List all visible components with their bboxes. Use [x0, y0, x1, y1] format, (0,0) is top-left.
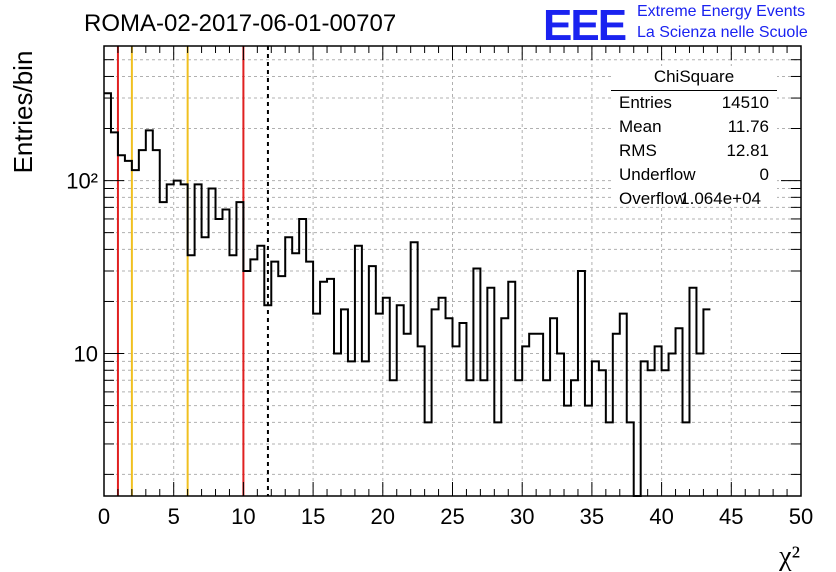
stat-row-overflow: Overflow 1.064e+04: [619, 189, 769, 213]
stats-divider: [611, 90, 777, 91]
logo-subtitle-line1: Extreme Energy Events: [637, 3, 806, 20]
y-tick-label: 10: [74, 342, 98, 367]
stat-label: Mean: [619, 117, 662, 136]
x-tick-label: 20: [371, 504, 395, 529]
eee-logo: EEE: [543, 1, 627, 50]
logo-subtitle-line2: La Scienza nelle Scuole: [637, 24, 808, 41]
y-axis-label: Entries/bin: [8, 51, 38, 174]
stat-label: RMS: [619, 141, 657, 160]
histogram-series: [104, 92, 711, 497]
y-tick-label: 10²: [66, 169, 98, 194]
stat-row-mean: Mean 11.76: [619, 117, 769, 141]
x-tick-label: 50: [789, 504, 813, 529]
stat-value: 12.81: [726, 141, 769, 160]
histogram-line: [104, 92, 711, 497]
stat-row-rms: RMS 12.81: [619, 141, 769, 165]
tick-labels: 0 5 10 15 20 25 30 35 40 45 50 10 10²: [66, 169, 813, 529]
x-tick-label: 35: [580, 504, 604, 529]
x-tick-label: 45: [719, 504, 743, 529]
stat-row-entries: Entries 14510: [619, 93, 769, 117]
stat-value: 1.064e+04: [680, 189, 761, 208]
x-tick-label: 25: [440, 504, 464, 529]
x-axis-label: χ²: [778, 541, 800, 572]
x-tick-label: 5: [168, 504, 180, 529]
grid-lines: [104, 46, 801, 496]
axes: [103, 45, 802, 497]
stat-value: 0: [759, 165, 769, 184]
stat-value: 11.76: [727, 117, 769, 136]
stat-label: Entries: [619, 93, 672, 112]
stat-row-underflow: Underflow 0: [619, 165, 769, 189]
page-title: ROMA-02-2017-06-01-00707: [84, 10, 397, 37]
stat-label: Overflow: [619, 189, 687, 208]
stats-box: ChiSquare Entries 14510 Mean 11.76 RMS 1…: [611, 66, 777, 208]
x-tick-label: 15: [301, 504, 325, 529]
x-tick-label: 40: [649, 504, 673, 529]
x-tick-label: 30: [510, 504, 534, 529]
stat-label: Underflow: [619, 165, 696, 184]
stat-value: 14510: [721, 93, 769, 112]
x-tick-label: 10: [231, 504, 255, 529]
x-tick-label: 0: [98, 504, 110, 529]
stats-title: ChiSquare: [653, 67, 735, 86]
